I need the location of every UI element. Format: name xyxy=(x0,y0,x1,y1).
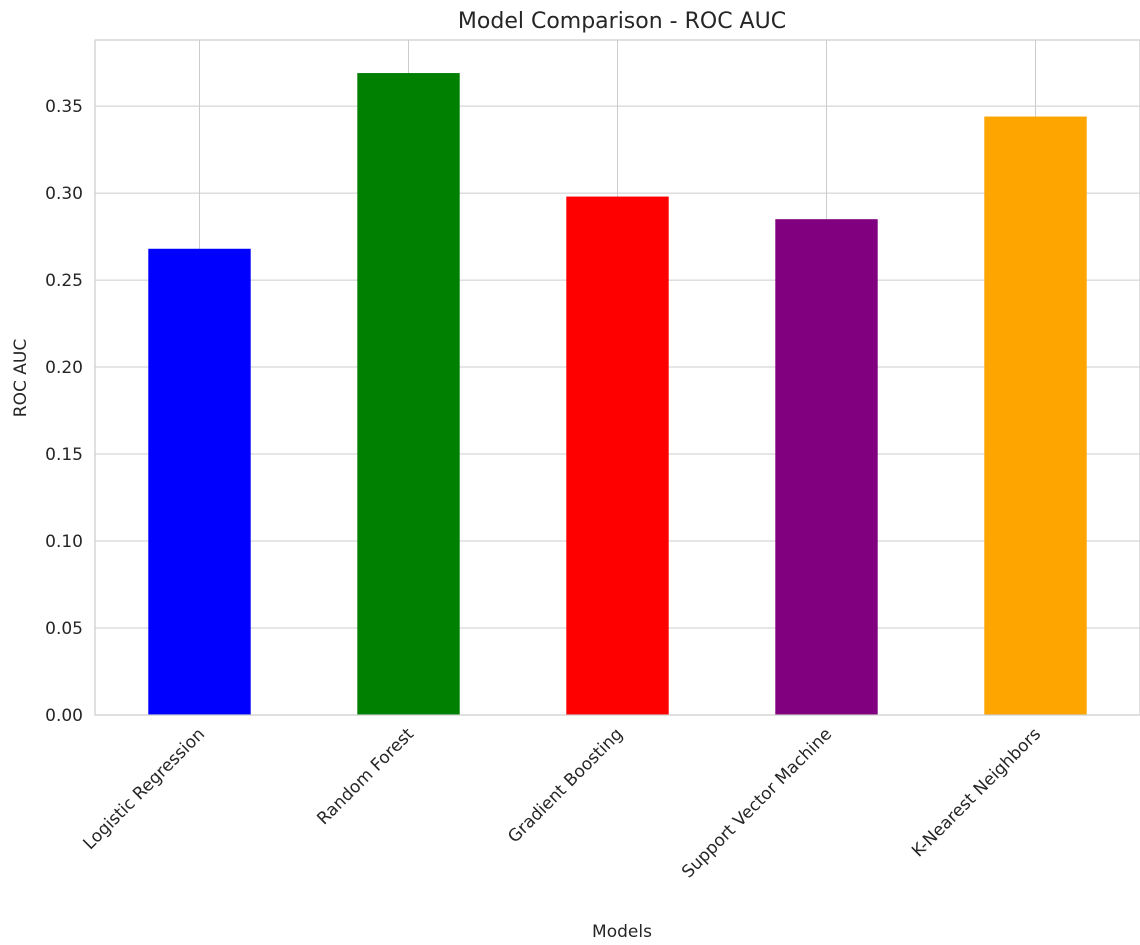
bar-logistic-regression xyxy=(148,248,251,716)
x-tick-labels: Logistic Regression Random Forest Gradient… xyxy=(80,724,1046,882)
bar-k-nearest-neighbors xyxy=(984,116,1087,716)
y-axis-label: ROC AUC xyxy=(11,339,31,417)
bar-gradient-boosting xyxy=(566,196,669,716)
chart-title: Model Comparison - ROC AUC xyxy=(458,9,786,34)
bars xyxy=(148,73,1087,716)
y-tick-label: 0.20 xyxy=(45,358,83,378)
y-tick-label: 0.10 xyxy=(45,532,83,552)
bar-support-vector-machine xyxy=(775,219,878,715)
y-tick-labels: 0.00 0.05 0.10 0.15 0.20 0.25 0.30 0.35 xyxy=(45,97,83,726)
x-tick-label: K-Nearest Neighbors xyxy=(908,724,1045,861)
plot-frame xyxy=(94,39,1140,716)
y-tick-label: 0.05 xyxy=(45,619,83,639)
bar-random-forest xyxy=(357,73,460,715)
y-tick-label: 0.00 xyxy=(45,706,83,726)
x-tick-label: Support Vector Machine xyxy=(678,724,836,882)
y-tick-label: 0.15 xyxy=(45,445,83,465)
y-tick-label: 0.25 xyxy=(45,271,83,291)
y-tick-label: 0.35 xyxy=(45,97,83,117)
x-tick-label: Gradient Boosting xyxy=(504,724,627,847)
x-tick-label: Logistic Regression xyxy=(80,724,209,853)
x-tick-label: Random Forest xyxy=(313,724,418,829)
y-tick-label: 0.30 xyxy=(45,184,83,204)
x-axis-label: Models xyxy=(592,922,652,942)
